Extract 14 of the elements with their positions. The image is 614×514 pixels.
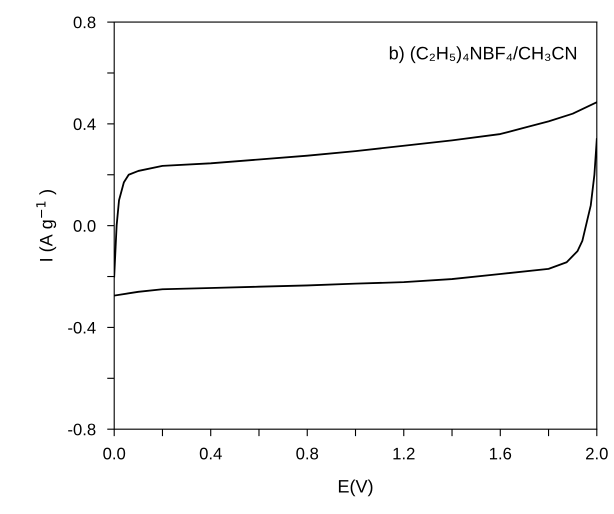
y-tick-label: -0.8 <box>68 424 96 436</box>
x-tick-label: 0.4 <box>200 448 222 460</box>
x-tick-label: 0.0 <box>103 448 126 460</box>
y-tick-label: 0.4 <box>74 118 96 130</box>
annotation: b) (C₂H₅)₄NBF₄/CH₃CN <box>390 46 576 64</box>
x-tick-label: 1.2 <box>393 448 415 460</box>
x-tick-label: 0.8 <box>296 448 318 460</box>
x-tick-label: 2.0 <box>586 448 608 460</box>
y-tick-label: 0.8 <box>74 16 96 28</box>
y-axis-title: I (A g$^{−1}$ ) <box>36 190 56 261</box>
y-tick-label: 0.0 <box>74 220 96 232</box>
y-tick-label: -0.4 <box>68 322 96 334</box>
x-axis-title: E(V) <box>338 479 372 496</box>
x-tick-label: 1.6 <box>490 448 512 460</box>
